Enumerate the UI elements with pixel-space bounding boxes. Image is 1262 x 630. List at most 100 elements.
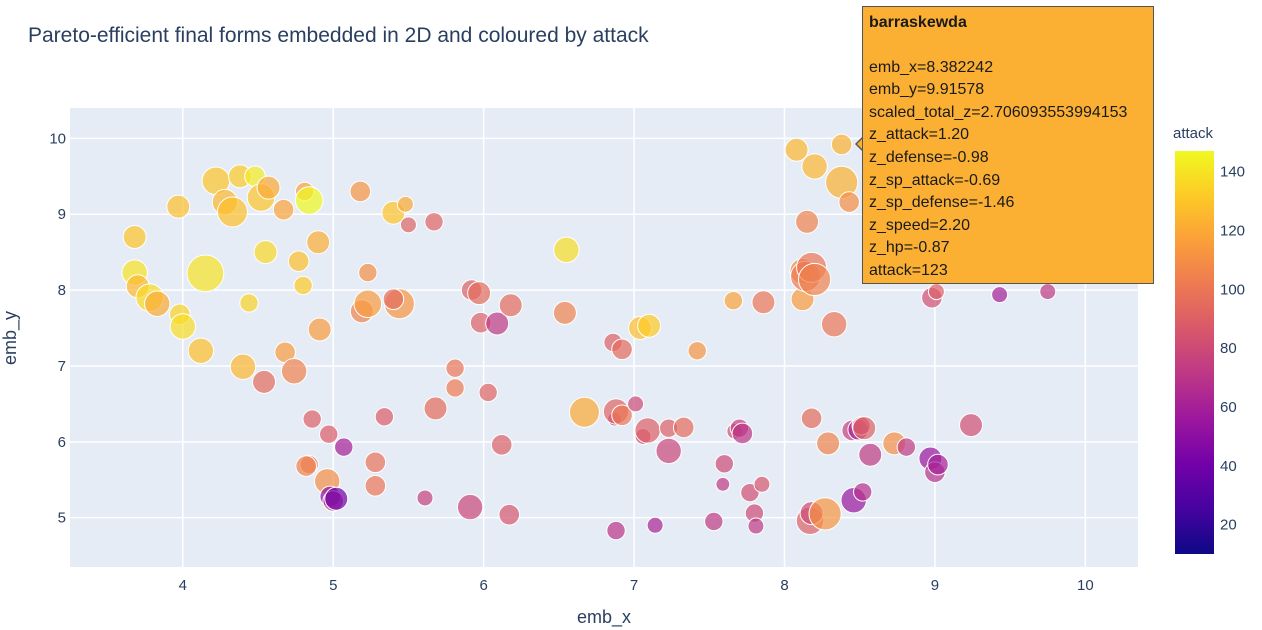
data-point[interactable] — [552, 300, 577, 325]
data-point[interactable] — [751, 290, 776, 315]
data-point[interactable] — [723, 291, 744, 311]
data-point[interactable] — [256, 175, 281, 200]
data-point[interactable] — [187, 337, 215, 364]
data-point[interactable] — [396, 195, 414, 213]
data-point[interactable] — [553, 236, 580, 264]
x-axis-label: emb_x — [577, 607, 631, 628]
data-point[interactable] — [959, 413, 984, 438]
tooltip-row: z_sp_attack=-0.69 — [869, 171, 1001, 189]
colorbar — [1175, 151, 1214, 554]
data-point[interactable] — [797, 262, 832, 297]
data-point[interactable] — [611, 338, 633, 361]
data-point[interactable] — [808, 497, 842, 531]
data-point[interactable] — [287, 250, 310, 273]
data-point[interactable] — [467, 281, 492, 306]
data-point[interactable] — [293, 275, 313, 296]
data-point[interactable] — [784, 137, 809, 162]
data-point[interactable] — [186, 254, 225, 293]
data-point[interactable] — [820, 311, 848, 338]
data-point[interactable] — [490, 434, 513, 456]
data-point[interactable] — [687, 341, 707, 361]
colorbar-title: attack — [1173, 125, 1214, 142]
tooltip-row: z_attack=1.20 — [869, 126, 970, 144]
chart-title: Pareto-efficient final forms embedded in… — [28, 24, 649, 47]
y-axis-label: emb_y — [0, 311, 21, 365]
data-point[interactable] — [364, 475, 387, 497]
data-point[interactable] — [795, 209, 820, 234]
tooltip-row: emb_x=8.382242 — [869, 58, 994, 76]
data-point[interactable] — [169, 313, 197, 340]
data-point[interactable] — [646, 516, 664, 534]
data-point[interactable] — [294, 186, 324, 215]
data-point[interactable] — [830, 133, 853, 156]
data-point[interactable] — [374, 407, 395, 427]
data-point[interactable] — [424, 212, 444, 232]
data-point[interactable] — [704, 511, 724, 532]
data-point[interactable] — [324, 486, 349, 511]
data-point[interactable] — [216, 196, 248, 228]
data-point[interactable] — [280, 358, 308, 385]
data-point[interactable] — [144, 290, 171, 317]
data-point[interactable] — [801, 153, 828, 180]
data-point[interactable] — [319, 424, 339, 444]
data-point[interactable] — [858, 442, 883, 467]
tooltip-row: attack=123 — [869, 261, 948, 279]
data-point[interactable] — [445, 358, 465, 378]
data-point[interactable] — [896, 437, 917, 457]
data-point[interactable] — [445, 378, 465, 398]
data-point[interactable] — [627, 395, 645, 413]
data-point[interactable] — [478, 382, 498, 403]
tooltip-rows: emb_x=8.382242 emb_y=9.91578 scaled_total_… — [869, 57, 1147, 283]
data-point[interactable] — [498, 293, 523, 318]
data-point[interactable] — [364, 451, 387, 474]
data-point[interactable] — [634, 417, 661, 444]
data-point[interactable] — [456, 493, 484, 521]
data-point[interactable] — [349, 180, 372, 203]
data-point[interactable] — [800, 407, 823, 430]
data-point[interactable] — [295, 455, 317, 477]
data-point[interactable] — [166, 194, 191, 219]
data-point[interactable] — [606, 520, 626, 541]
data-point[interactable] — [498, 503, 521, 526]
colorbar-tick-label: 140 — [1220, 164, 1245, 181]
data-point[interactable] — [637, 313, 662, 338]
y-tick-label: 6 — [58, 434, 66, 451]
data-point[interactable] — [122, 224, 147, 249]
data-point[interactable] — [399, 216, 417, 234]
data-point[interactable] — [568, 396, 600, 428]
data-point[interactable] — [852, 416, 877, 441]
data-point[interactable] — [927, 283, 945, 301]
data-point[interactable] — [302, 409, 322, 429]
x-tick-label: 4 — [179, 577, 187, 594]
data-point[interactable] — [927, 453, 949, 476]
data-point[interactable] — [485, 311, 510, 336]
data-point[interactable] — [353, 289, 383, 319]
colorbar-tick-label: 60 — [1220, 399, 1237, 416]
data-point[interactable] — [239, 293, 259, 313]
data-point[interactable] — [272, 198, 295, 221]
data-point[interactable] — [753, 475, 771, 493]
data-point[interactable] — [382, 288, 405, 310]
data-point[interactable] — [747, 517, 765, 535]
data-point[interactable] — [611, 404, 633, 427]
data-point[interactable] — [731, 422, 754, 445]
data-point[interactable] — [423, 396, 448, 421]
data-point[interactable] — [229, 353, 257, 380]
data-point[interactable] — [1039, 283, 1057, 301]
data-point[interactable] — [838, 191, 860, 213]
data-point[interactable] — [416, 489, 434, 507]
data-point[interactable] — [358, 262, 378, 283]
data-point[interactable] — [853, 482, 873, 502]
data-point[interactable] — [307, 317, 332, 342]
data-point[interactable] — [714, 454, 735, 474]
data-point[interactable] — [306, 230, 331, 255]
y-tick-label: 8 — [58, 282, 66, 299]
data-point[interactable] — [334, 437, 354, 457]
data-point[interactable] — [715, 476, 731, 492]
data-point[interactable] — [655, 437, 682, 465]
data-point[interactable] — [253, 240, 278, 265]
data-point[interactable] — [991, 286, 1009, 304]
data-point[interactable] — [816, 431, 841, 456]
data-point[interactable] — [672, 416, 695, 439]
data-point[interactable] — [252, 369, 277, 394]
